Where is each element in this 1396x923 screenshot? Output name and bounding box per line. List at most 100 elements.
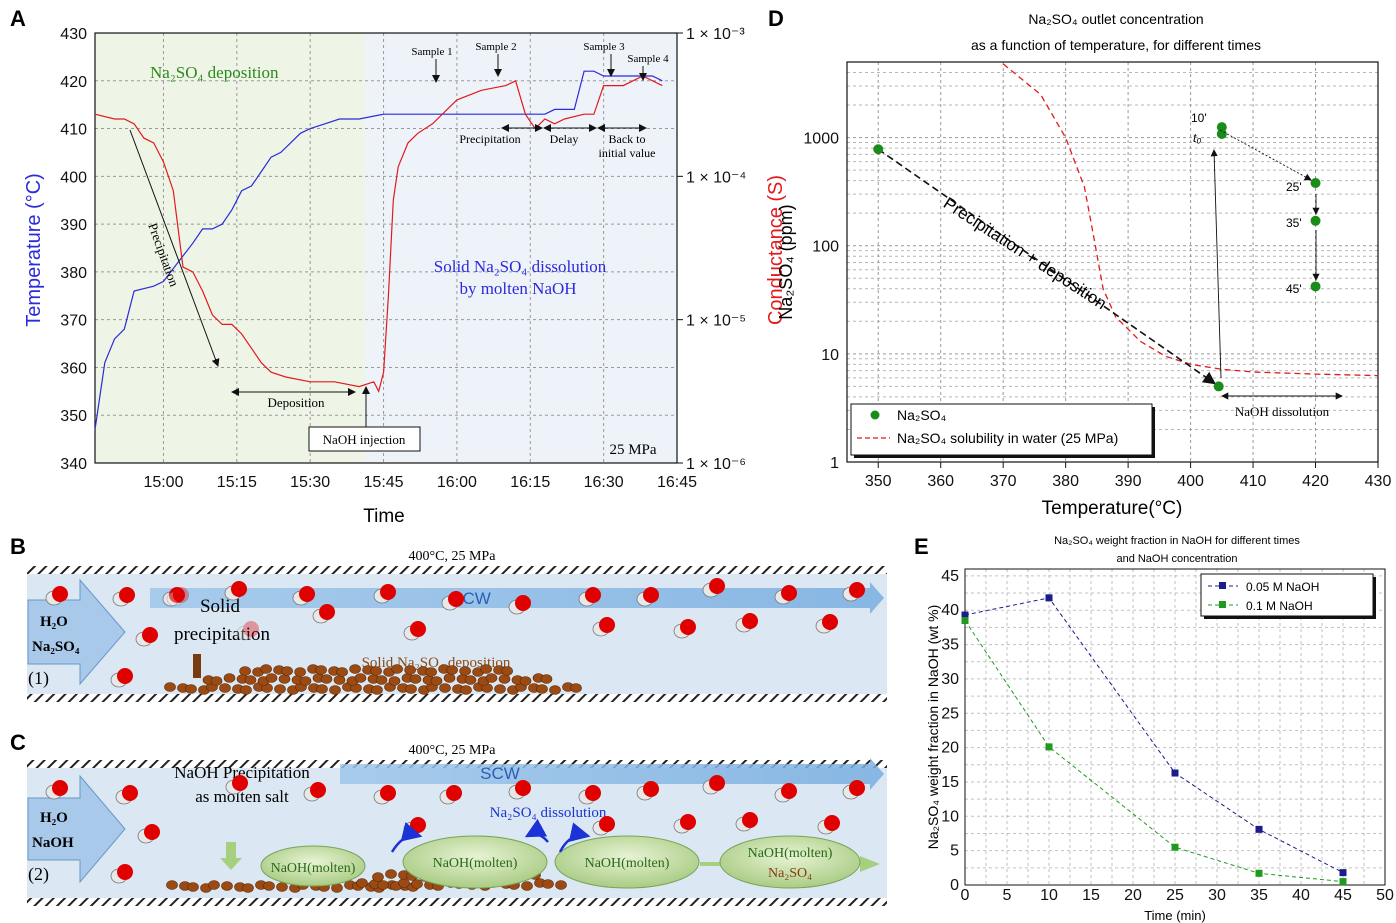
molten-drop-4-label-line2: Na₂SO₄ [768,866,812,881]
na2so4-particle [542,879,554,889]
conductance-series-line [94,75,663,393]
panel-d-x-axis-label: Temperature(°C) [1042,498,1183,519]
panel-c-dissolution-label: Na₂SO₄ dissolution [490,805,607,821]
panel-d-y-axis-label: Na₂SO₄ (ppm) [776,204,796,319]
panel-d-y-tick: 1000 [803,131,839,148]
legend-green-label: 0.1 M NaOH [1246,599,1313,613]
panel-e-y-tick: 40 [941,602,959,619]
na2so4-particle [480,664,492,674]
panel-a-y-tick: 350 [60,408,87,425]
water-molecule [578,587,601,607]
water-molecule [312,604,335,624]
molten-salt-drops: NaOH(molten) NaOH(molten) NaOH(molten) N… [260,835,880,889]
na2so4-particle [263,881,275,891]
panel-d-x-tick: 350 [865,473,892,490]
water-molecule [373,584,396,604]
panel-c-inlet-line1: H₂O [40,810,68,826]
panel-b-schematic: B 400°C, 25 MPa H₂O Na₂SO₄ SCW Solid pre… [10,534,887,702]
panel-b-solid-line2: precipitation [174,624,271,645]
na2so4-particle [425,667,437,677]
panel-a-y-tick: 430 [60,26,87,43]
na2so4-particle [239,666,251,676]
na2so4-particle [498,674,511,684]
panel-d-title-line2: as a function of temperature, for differ… [971,37,1261,53]
water-molecule [110,864,133,884]
dissolution-label-line1: Solid Na₂SO₄ dissolution [434,257,607,276]
panel-e-y-axis-label: Na₂SO₄ weight fraction in NaOH (wt %) [925,605,941,850]
panel-a-x-tick: 16:45 [657,474,697,491]
panel-d-legend: Na₂SO₄ Na₂SO₄ solubility in water (25 MP… [850,403,1155,458]
time-axis-label: Time [363,506,405,527]
delay-span-label: Delay [550,132,579,146]
back-span-label-line2: initial value [599,146,656,160]
panel-a-right-tick: 1 × 10⁻⁴ [686,169,746,186]
panel-e-chart: E Na₂SO₄ weight fraction in NaOH for dif… [914,534,1394,923]
water-molecule [112,587,135,607]
molten-drop-1-label: NaOH(molten) [271,861,356,876]
water-molecule [735,812,758,832]
panel-c-schematic: C 400°C, 25 MPa H₂O NaOH SCW NaOH Precip… [10,730,887,906]
panel-a-x-tick: 15:30 [290,474,330,491]
na2so4-particle [536,684,548,694]
na2so4-particle [185,684,197,694]
water-molecule [162,587,185,607]
panel-d-title-line1: Na₂SO₄ outlet concentration [1028,11,1203,27]
panel-d-x-tick: 420 [1302,473,1329,490]
water-molecule [774,585,797,605]
na2so4-particle [316,684,328,694]
legend-navy-label: 0.05 M NaOH [1246,580,1319,594]
panel-e-series-marker [1045,743,1053,751]
panel-a-y-tick: 400 [60,169,87,186]
na2so4-particle [405,684,417,694]
water-molecule [702,775,725,795]
label-t0: t₀ [1193,131,1201,145]
panel-e-series-marker [961,611,969,619]
na2so4-particle [294,667,306,677]
na2so4-particle [187,882,199,892]
na2so4-particle [208,880,220,890]
na2so4-particle [485,673,498,683]
molten-drop-3 [554,835,700,889]
water-molecule [45,586,68,606]
precip-dep-arrow [877,148,1217,385]
panel-a-x-tick: 16:15 [510,474,550,491]
na2so4-particle [260,664,272,674]
dissolution-region-shading [365,33,677,463]
na2so4-particle [333,675,346,685]
na2so4-particle [549,685,561,695]
panel-e-legend: 0.05 M NaOH 0.1 M NaOH [1200,573,1376,619]
precipitation-arrow [129,129,220,367]
water-molecule [441,591,464,611]
water-molecule [236,621,259,641]
panel-d-y-tick: 1 [830,455,839,472]
panel-a-y-tick: 370 [60,313,87,330]
panel-e-x-tick: 5 [1003,887,1012,904]
water-molecule [135,627,158,647]
na2so4-particle [391,664,403,674]
panel-e-y-tick: 30 [941,671,959,688]
panel-e-series-marker [1339,878,1347,886]
panel-e-series-marker [1339,869,1347,877]
temperature-series-line [94,70,663,430]
legend-point-label: Na₂SO₄ [897,407,947,423]
panel-e-y-tick: 20 [941,740,959,757]
na2so4-point [1213,381,1224,392]
panel-e-y-tick: 35 [941,637,959,654]
sample-2-label: Sample 2 [475,41,516,53]
na2so4-particle [276,882,288,892]
panel-e-series-line [964,620,1344,883]
panel-c-precip-line2: as molten salt [195,787,289,806]
panel-e-series-marker [1171,769,1179,777]
panel-e-x-tick: 50 [1376,887,1394,904]
na2so4-particle [219,683,231,693]
dissolution-arrow-1 [390,822,423,853]
water-molecule [842,582,865,602]
na2so4-particle [210,676,223,686]
water-molecule [110,668,133,688]
na2so4-particle [430,676,443,686]
panel-e-x-tick: 40 [1292,887,1310,904]
panel-a-right-tick: 1 × 10⁻³ [686,26,745,43]
molten-drop-2 [402,835,548,889]
panel-a-frame [94,32,678,464]
